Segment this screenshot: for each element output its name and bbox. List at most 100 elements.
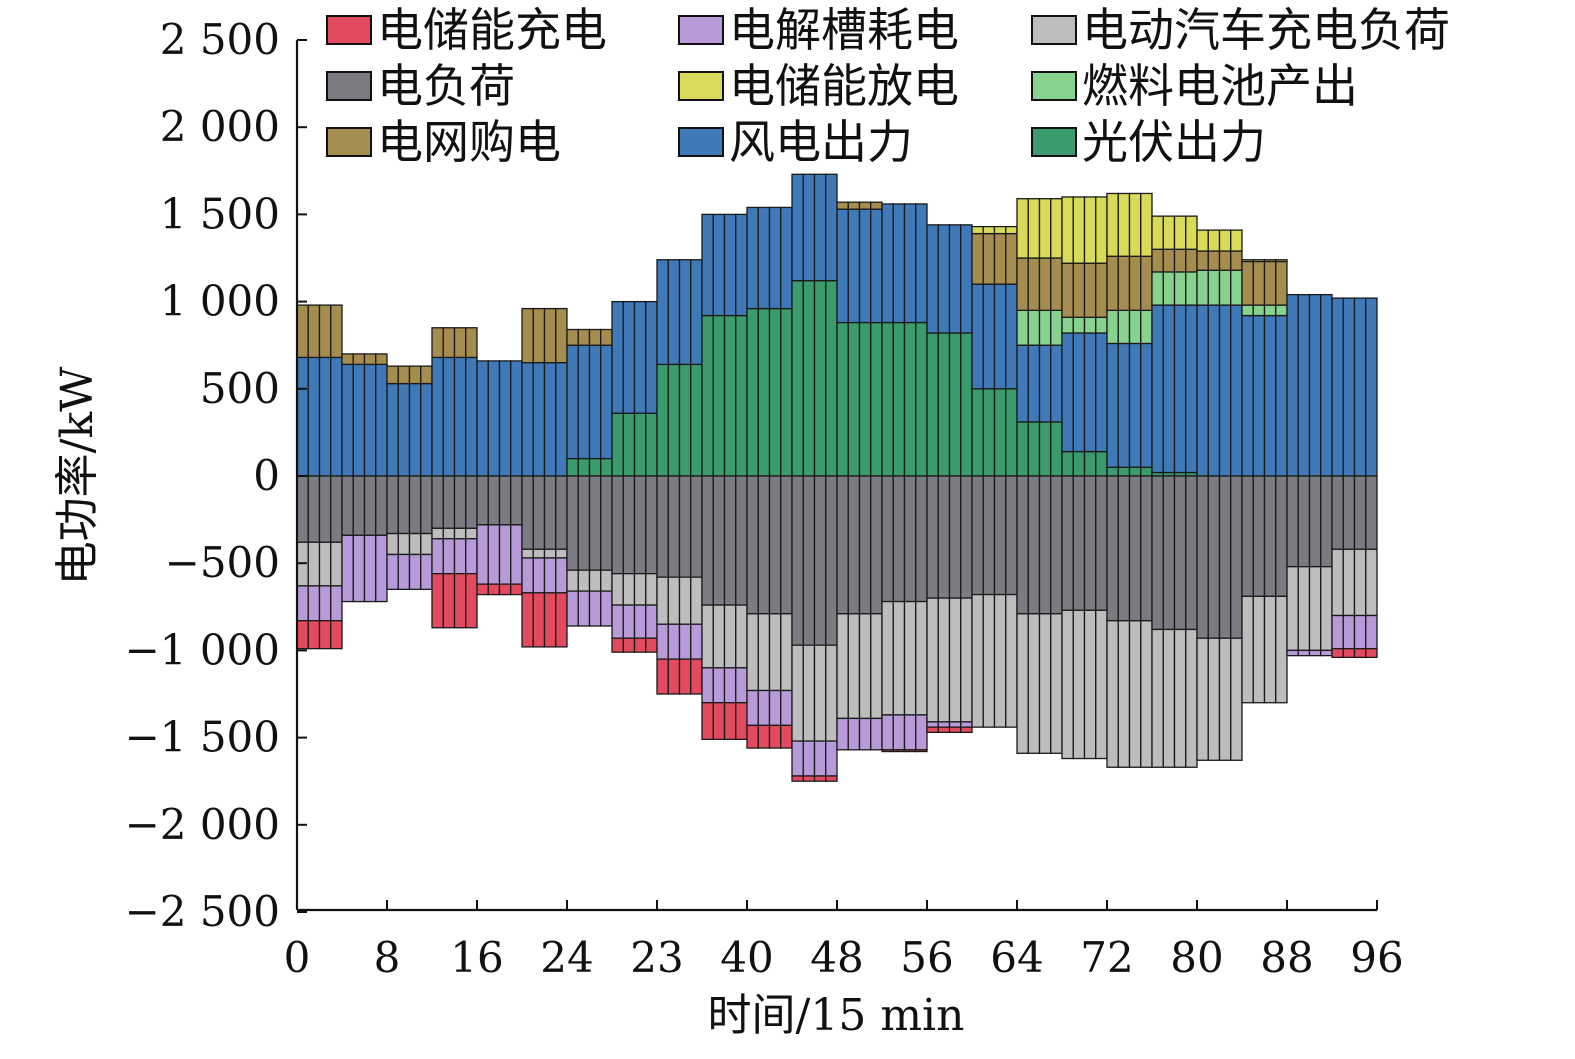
bar-segment (1297, 566, 1311, 652)
bar-segment (645, 475, 658, 575)
bar-segment (802, 475, 816, 646)
bar-segment (1106, 475, 1119, 622)
bar-segment (757, 206, 771, 310)
bar-segment (588, 328, 602, 346)
bar-segment (1353, 548, 1367, 617)
legend-swatch (678, 15, 724, 45)
bar-segment (1038, 613, 1052, 754)
bar-segment (1128, 192, 1142, 257)
bar-segment (1252, 259, 1266, 263)
bar-segment (1140, 466, 1153, 477)
bar-segment (498, 475, 512, 526)
legend-swatch (1031, 71, 1077, 101)
bar-segment (870, 321, 883, 477)
bar-segment (937, 726, 951, 734)
legend-label: 光伏出力 (1082, 115, 1266, 169)
bar-segment (543, 475, 557, 550)
bar-segment (735, 702, 748, 740)
y-tick-label: 2 000 (160, 102, 280, 151)
bar-segment (1286, 566, 1299, 652)
bar-segment (1095, 332, 1108, 453)
bar-segment (622, 412, 636, 477)
bar-segment (1061, 316, 1074, 334)
bar-segment (1173, 248, 1187, 273)
bar-segment (1162, 475, 1176, 631)
bar-segment (690, 259, 703, 366)
y-tick-label: 500 (200, 364, 280, 413)
bar-segment (892, 321, 906, 477)
bar-segment (453, 356, 467, 477)
bar-segment (813, 475, 827, 646)
bar-segment (408, 382, 422, 477)
bar-segment (1083, 262, 1097, 318)
bar-segment (971, 388, 984, 477)
bar-segment (566, 569, 579, 592)
bar-segment (870, 613, 883, 720)
bar-segment (701, 475, 714, 606)
bar-segment (1140, 342, 1153, 468)
bar-segment (577, 590, 591, 627)
bar-segment (1365, 648, 1378, 659)
bar-segment (476, 360, 489, 477)
bar-segment (903, 749, 917, 753)
bar-segment (307, 304, 321, 359)
bar-segment (645, 604, 658, 639)
bar-segment (1218, 475, 1232, 639)
bar-segment (892, 600, 906, 716)
bar-segment (1173, 215, 1187, 250)
bar-segment (948, 726, 962, 734)
bar-segment (1320, 566, 1333, 652)
bar-segment (622, 300, 636, 414)
bar-segment (633, 604, 647, 639)
x-tick-label: 48 (810, 933, 863, 982)
bar-segment (937, 597, 951, 723)
bar-segment (543, 361, 557, 477)
bar-segment (881, 321, 894, 477)
bar-segment (1230, 250, 1243, 271)
bar-segment (780, 613, 793, 692)
bar-segment (465, 527, 478, 540)
bar-segment (903, 600, 917, 716)
bar-segment (915, 203, 928, 324)
bar-segment (847, 717, 861, 751)
bar-segment (870, 475, 883, 615)
bar-segment (1050, 475, 1063, 615)
bar-segment (408, 553, 422, 591)
x-axis-title: 时间/15 min (708, 990, 965, 1041)
bar-segment (768, 613, 782, 692)
bar-segment (971, 232, 984, 285)
bar-segment (768, 206, 782, 310)
bar-segment (330, 475, 343, 543)
bar-segment (881, 714, 894, 751)
bar-segment (667, 576, 681, 625)
y-tick-label: −2 000 (125, 800, 280, 849)
bar-segment (1095, 196, 1108, 264)
bar-segment (420, 365, 433, 385)
legend-swatch (326, 127, 372, 157)
bar-segment (656, 475, 669, 578)
bar-segment (1027, 309, 1041, 346)
bar-segment (1038, 475, 1052, 615)
bar-segment (1308, 475, 1322, 568)
bar-segment (1016, 421, 1029, 477)
bar-segment (926, 597, 939, 723)
bar-segment (656, 259, 669, 366)
bar-segment (1016, 344, 1029, 423)
bar-segment (735, 475, 748, 606)
bar-segment (1106, 255, 1119, 311)
bar-segment (1196, 229, 1209, 252)
bar-segment (1027, 421, 1041, 477)
bar-segment (915, 321, 928, 477)
bar-segment (420, 382, 433, 477)
bar-segment (487, 524, 501, 585)
bar-segment (858, 208, 872, 324)
bar-segment (588, 569, 602, 592)
bar-segment (1050, 344, 1063, 423)
bar-segment (1005, 475, 1018, 596)
legend-label: 电负荷 (377, 59, 515, 113)
bar-segment (892, 475, 906, 603)
bar-segment (926, 726, 939, 734)
bar-segment (1230, 475, 1243, 639)
bar-segment (656, 363, 669, 477)
